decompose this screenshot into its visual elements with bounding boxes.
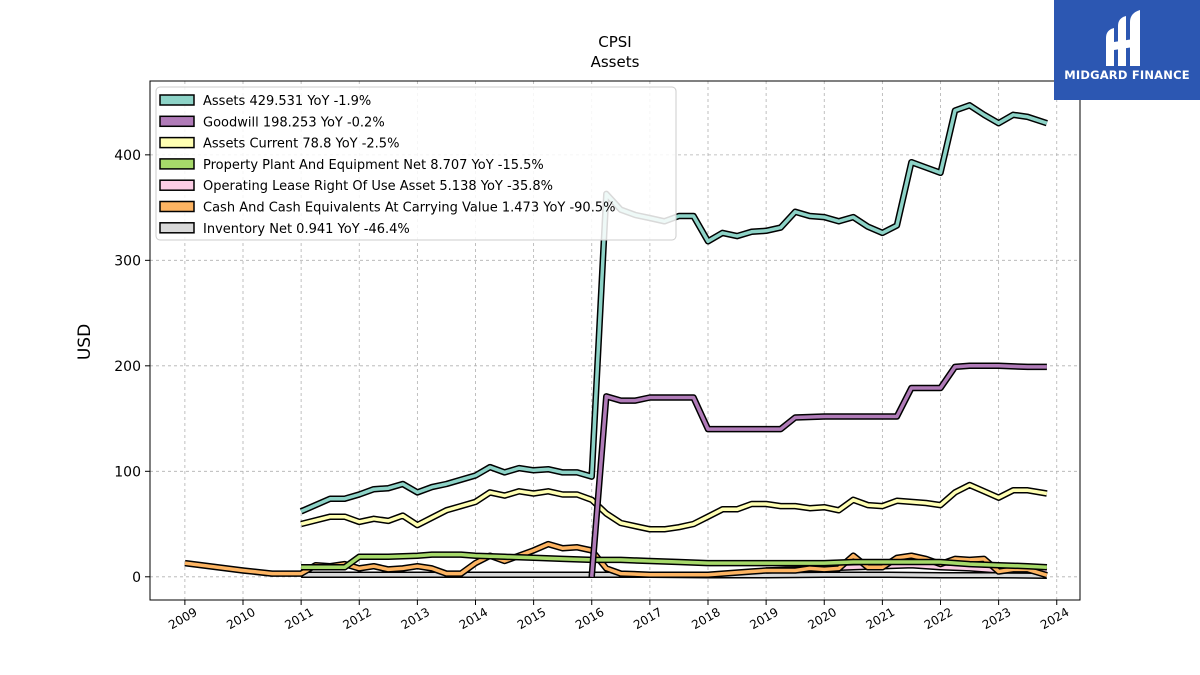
series-line [300, 483, 1048, 532]
x-tick-label: 2012 [341, 605, 374, 632]
y-tick-label: 300 [114, 253, 141, 269]
legend-item: Cash And Cash Equivalents At Carrying Va… [159, 200, 615, 216]
x-tick-label: 2010 [224, 605, 257, 632]
x-tick-label: 2017 [631, 605, 664, 632]
legend-item: Assets 429.531 YoY -1.9% [159, 94, 371, 109]
legend-item: Inventory Net 0.941 YoY -46.4% [159, 222, 410, 237]
x-tick-label: 2014 [457, 605, 490, 632]
y-tick-label: 100 [114, 464, 141, 480]
series-assets-current [300, 481, 1048, 533]
legend-label: Assets Current 78.8 YoY -2.5% [203, 137, 399, 152]
series-property-plant-and-equipment-net [301, 551, 1048, 571]
y-axis-label: USD [75, 324, 95, 360]
plot-frame [149, 80, 1081, 601]
logo-mark-icon [1106, 10, 1140, 66]
x-tick-label: 2009 [166, 605, 199, 632]
legend-swatch [159, 115, 195, 128]
x-tick-label: 2019 [747, 605, 780, 632]
x-tick-label: 2023 [980, 605, 1013, 632]
x-tick-label: 2013 [399, 605, 432, 632]
series-line [300, 103, 1048, 514]
legend-label: Cash And Cash Equivalents At Carrying Va… [203, 201, 615, 216]
legend-swatch [159, 94, 195, 106]
legend-swatch [159, 222, 195, 234]
legend-label: Assets 429.531 YoY -1.9% [203, 94, 371, 109]
legend-box [155, 86, 677, 241]
series-goodwill [588, 362, 1047, 578]
x-tick-label: 2011 [282, 605, 315, 632]
midgard-finance-logo: MIDGARD FINANCE [1054, 0, 1200, 100]
x-tick-label: 2015 [515, 605, 548, 632]
y-tick-label: 400 [114, 148, 141, 164]
legend-label: Goodwill 198.253 YoY -0.2% [203, 115, 385, 130]
series-layer [184, 102, 1048, 579]
grid [150, 81, 1080, 600]
legend: Assets 429.531 YoY -1.9% Goodwill 198.253… [155, 86, 677, 241]
legend-swatch [159, 179, 195, 191]
y-tick-label: 200 [114, 359, 141, 375]
logo-text: MIDGARD FINANCE [1064, 68, 1190, 82]
legend-swatch [159, 200, 195, 213]
x-tick-label: 2016 [573, 605, 606, 632]
legend-label: Inventory Net 0.941 YoY -46.4% [203, 222, 410, 237]
x-tick-label: 2021 [864, 605, 897, 632]
legend-item: Goodwill 198.253 YoY -0.2% [159, 115, 385, 130]
series-assets [299, 102, 1048, 515]
legend-swatch [159, 136, 195, 149]
x-tick-label: 2018 [689, 605, 722, 632]
x-tick-label: 2024 [1038, 605, 1071, 632]
legend-item: Operating Lease Right Of Use Asset 5.138… [159, 179, 553, 194]
chart-title: CPSI [598, 33, 631, 51]
legend-swatch [159, 158, 195, 170]
series-line [301, 552, 1048, 570]
legend-item: Property Plant And Equipment Net 8.707 Y… [159, 158, 544, 173]
legend-label: Operating Lease Right Of Use Asset 5.138… [203, 179, 553, 194]
series-line [589, 364, 1047, 577]
legend-item: Assets Current 78.8 YoY -2.5% [159, 136, 399, 152]
legend-label: Property Plant And Equipment Net 8.707 Y… [203, 158, 544, 173]
chart-subtitle: Assets [591, 53, 640, 71]
y-tick-label: 0 [132, 570, 141, 586]
x-tick-label: 2022 [922, 605, 955, 632]
x-tick-label: 2020 [806, 605, 839, 632]
